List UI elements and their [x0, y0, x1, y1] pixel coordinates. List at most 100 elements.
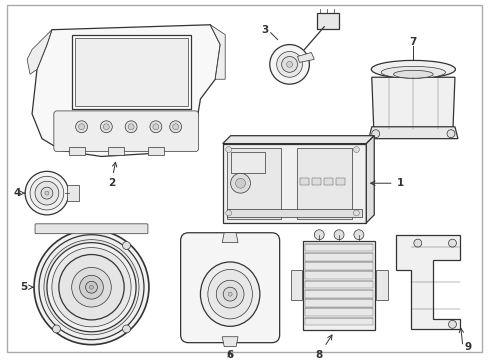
Text: 4: 4	[14, 188, 21, 198]
Bar	[303, 241, 374, 330]
Circle shape	[150, 121, 162, 133]
FancyBboxPatch shape	[54, 111, 198, 152]
Circle shape	[276, 51, 302, 77]
Circle shape	[35, 181, 59, 205]
Bar	[300, 178, 309, 185]
Circle shape	[447, 239, 455, 247]
Bar	[312, 178, 321, 185]
Bar	[297, 148, 351, 219]
Circle shape	[286, 62, 292, 67]
Circle shape	[103, 124, 109, 130]
Bar	[305, 318, 372, 325]
Bar	[226, 148, 281, 219]
Circle shape	[230, 173, 250, 193]
Polygon shape	[27, 30, 52, 74]
Polygon shape	[366, 136, 373, 223]
Circle shape	[39, 235, 143, 340]
Polygon shape	[222, 337, 238, 347]
Circle shape	[413, 239, 421, 247]
Circle shape	[85, 281, 97, 293]
Bar	[375, 270, 387, 300]
Bar	[317, 13, 338, 29]
Bar	[69, 147, 84, 154]
Circle shape	[353, 210, 359, 216]
Circle shape	[353, 147, 359, 153]
Bar	[305, 280, 372, 288]
Bar	[305, 290, 372, 298]
Circle shape	[269, 45, 309, 84]
Bar	[72, 35, 190, 109]
Ellipse shape	[200, 262, 259, 326]
Circle shape	[89, 285, 93, 289]
Circle shape	[45, 191, 49, 195]
Bar	[305, 262, 372, 270]
Circle shape	[122, 242, 130, 249]
Text: 6: 6	[226, 350, 233, 360]
Text: 8: 8	[315, 335, 331, 360]
Circle shape	[80, 275, 103, 299]
Circle shape	[314, 230, 324, 240]
Circle shape	[125, 121, 137, 133]
Polygon shape	[297, 53, 314, 62]
Circle shape	[76, 121, 87, 133]
Circle shape	[371, 130, 379, 138]
Bar	[324, 178, 332, 185]
Circle shape	[172, 124, 178, 130]
Text: 5: 5	[20, 282, 28, 292]
Circle shape	[30, 176, 63, 210]
Circle shape	[34, 230, 149, 345]
Polygon shape	[395, 235, 460, 329]
Polygon shape	[210, 25, 225, 79]
Bar	[335, 178, 345, 185]
Bar	[230, 152, 265, 173]
Circle shape	[169, 121, 181, 133]
Text: 3: 3	[261, 25, 268, 35]
Text: 1: 1	[370, 178, 403, 188]
Circle shape	[41, 187, 53, 199]
Circle shape	[47, 243, 136, 332]
Polygon shape	[222, 233, 238, 243]
Circle shape	[59, 255, 124, 320]
Circle shape	[25, 171, 69, 215]
Circle shape	[446, 130, 454, 138]
Circle shape	[225, 147, 231, 153]
Polygon shape	[371, 77, 454, 129]
Circle shape	[72, 267, 111, 307]
Circle shape	[235, 178, 245, 188]
Bar	[305, 309, 372, 316]
Circle shape	[122, 325, 130, 333]
Bar	[305, 271, 372, 279]
Circle shape	[153, 124, 159, 130]
Circle shape	[44, 240, 139, 335]
Bar	[305, 299, 372, 307]
Bar	[305, 253, 372, 261]
Bar	[222, 144, 366, 223]
Circle shape	[52, 325, 61, 333]
Bar	[226, 209, 362, 217]
Text: 2: 2	[107, 162, 117, 188]
Circle shape	[100, 121, 112, 133]
Bar	[290, 270, 302, 300]
FancyBboxPatch shape	[35, 224, 148, 234]
Ellipse shape	[207, 269, 252, 319]
Circle shape	[128, 124, 134, 130]
Circle shape	[223, 287, 237, 301]
Ellipse shape	[370, 60, 454, 78]
Bar	[305, 244, 372, 251]
Circle shape	[333, 230, 344, 240]
Circle shape	[216, 280, 244, 308]
Circle shape	[225, 210, 231, 216]
Circle shape	[79, 124, 84, 130]
Polygon shape	[222, 136, 373, 144]
Polygon shape	[368, 127, 457, 139]
Circle shape	[447, 320, 455, 328]
Circle shape	[52, 248, 131, 327]
Circle shape	[281, 57, 297, 72]
Bar	[108, 147, 124, 154]
FancyBboxPatch shape	[180, 233, 279, 343]
Bar	[66, 185, 79, 201]
Ellipse shape	[380, 66, 445, 78]
Bar	[75, 38, 187, 106]
Bar	[148, 147, 163, 154]
Ellipse shape	[393, 70, 432, 78]
